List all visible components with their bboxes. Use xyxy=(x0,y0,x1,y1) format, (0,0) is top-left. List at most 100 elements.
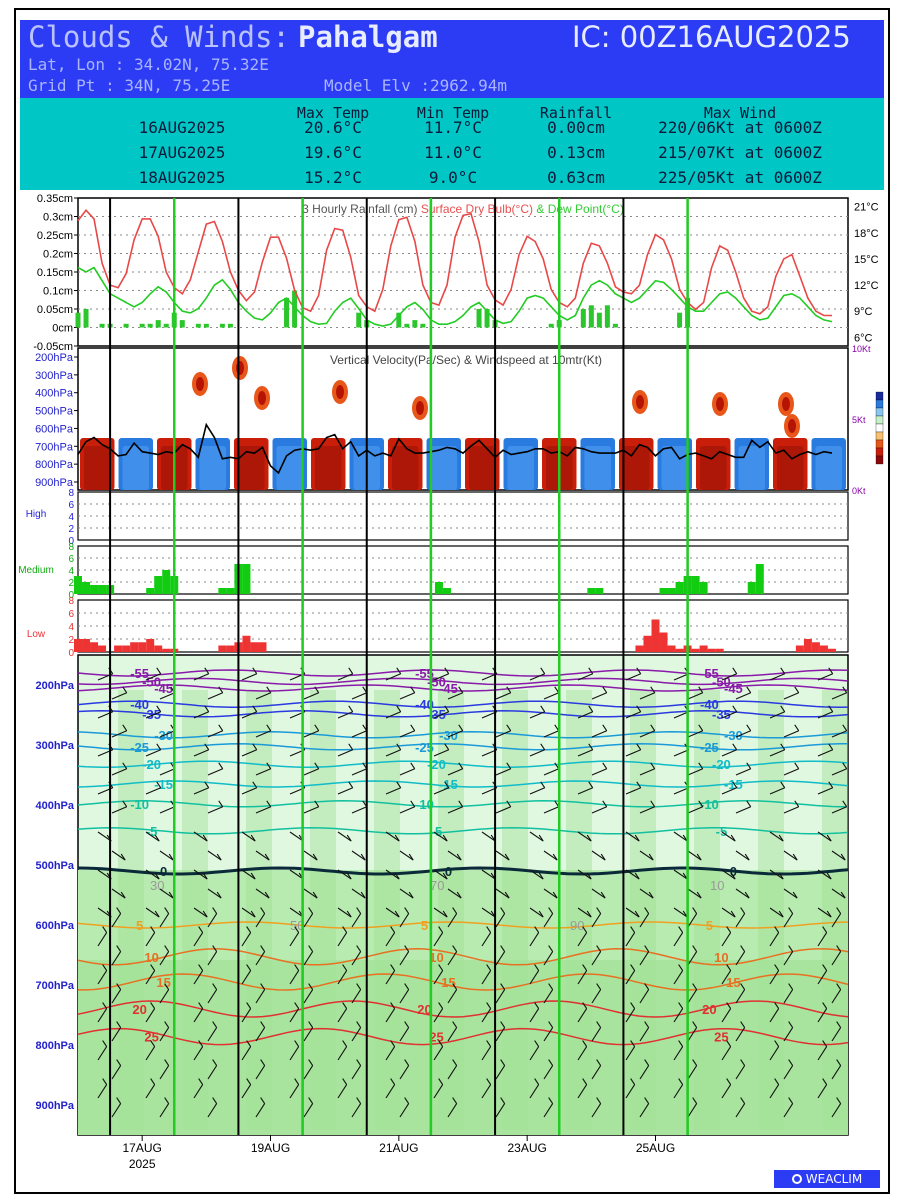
wind-barb-flag xyxy=(294,1002,300,1009)
low-cloud-bar xyxy=(74,639,82,652)
wind-barb xyxy=(207,1103,218,1118)
wind-barb-flag xyxy=(842,724,848,732)
low-cloud-bar xyxy=(250,642,259,652)
wind-barb-flag xyxy=(746,800,752,808)
wind-barb-flag xyxy=(438,1002,444,1009)
wind-barb xyxy=(303,951,314,966)
wind-barb-flag xyxy=(780,667,786,675)
wind-barb xyxy=(97,907,112,918)
medium-cloud-bar xyxy=(659,588,668,594)
cell-core xyxy=(276,446,303,490)
wind-barb-flag xyxy=(218,800,224,808)
time-axis: 17AUG 19AUG 21AUG 23AUG 25AUG 2025 xyxy=(122,1135,675,1171)
medium-cloud-bar xyxy=(747,582,756,594)
wind-barb xyxy=(495,989,506,1004)
cloud-axis-label: 6 xyxy=(68,500,74,511)
wind-barb xyxy=(817,1008,828,1023)
humidity-label: 70 xyxy=(430,878,444,893)
wind-barb xyxy=(241,970,252,985)
wind-barb xyxy=(543,806,559,814)
wind-barb-flag xyxy=(746,762,752,770)
wind-barb-flag xyxy=(602,800,608,808)
wind-barb-flag xyxy=(692,1097,698,1104)
wind-barb-flag xyxy=(586,834,592,842)
wind-barb-flag xyxy=(266,800,272,808)
wind-barb-flag xyxy=(202,910,208,918)
wind-barb-flag xyxy=(356,983,362,990)
wind-barb-flag xyxy=(582,1040,588,1047)
wind-barb-flag xyxy=(732,667,738,675)
isotherm-line xyxy=(77,948,849,966)
wind-barb xyxy=(577,1084,588,1099)
wind-barb-flag xyxy=(636,743,642,751)
wind-barb xyxy=(447,1027,458,1042)
rain-axis-label: 0.05cm xyxy=(37,304,73,316)
grid-point-label: Grid Pt : 34N, 75.25E xyxy=(28,76,231,95)
wind-barb-flag xyxy=(312,853,318,861)
wind-barb xyxy=(735,1065,746,1080)
wind-barb xyxy=(399,1065,410,1080)
wind-barb-flag xyxy=(732,743,738,751)
wind-barb xyxy=(673,787,689,795)
wind-barb xyxy=(769,711,785,719)
wind-barb-flag xyxy=(588,743,594,751)
wind-barb xyxy=(529,787,545,795)
wind-barb xyxy=(625,787,641,795)
wind-barb-flag xyxy=(778,872,784,880)
wind-barb xyxy=(111,951,122,966)
wind-barb xyxy=(783,806,799,814)
wind-barb-flag xyxy=(458,724,464,732)
wind-barb-flag xyxy=(154,834,160,842)
wind-barb-flag xyxy=(252,667,258,675)
wind-barb-flag xyxy=(602,686,608,694)
wind-barb-flag xyxy=(538,834,544,842)
wind-barb-flag xyxy=(266,762,272,770)
wind-barb-flag xyxy=(636,667,642,675)
isotherm-label: -45 xyxy=(724,681,743,696)
wind-barb xyxy=(337,749,353,757)
isotherm-label: 5 xyxy=(706,918,713,933)
wind-barb xyxy=(351,913,362,928)
cell-core xyxy=(507,446,534,490)
wind-barb xyxy=(145,1008,156,1023)
wind-barb xyxy=(529,869,544,880)
wind-barb-flag xyxy=(548,1021,554,1028)
rain-bar xyxy=(404,323,410,328)
cell-core xyxy=(584,446,611,490)
wind-barb-flag xyxy=(500,1059,506,1066)
wind-barb xyxy=(385,1084,396,1099)
wind-barb xyxy=(591,850,606,861)
wind-barb xyxy=(673,907,688,918)
wind-barb-flag xyxy=(698,800,704,808)
low-cloud-bar xyxy=(138,642,147,652)
wind-barb-flag xyxy=(394,834,400,842)
wind-barb-flag xyxy=(644,1059,650,1066)
isotherm-label: 15 xyxy=(156,975,170,990)
low-cloud-bar xyxy=(130,642,139,652)
wind-barb xyxy=(769,932,780,947)
wind-barb xyxy=(769,869,784,880)
wind-barb-flag xyxy=(442,872,448,880)
wind-barb xyxy=(447,768,463,776)
wind-barb xyxy=(625,831,640,842)
wind-barb-flag xyxy=(260,945,266,952)
wind-barb xyxy=(255,1027,266,1042)
rain-bar xyxy=(476,309,482,328)
wind-barb xyxy=(303,1103,314,1118)
isotherm-label: 10 xyxy=(144,950,158,965)
wind-barb xyxy=(255,1065,266,1080)
cloud-panel-label: Medium xyxy=(18,565,54,576)
wind-barb-flag xyxy=(356,1021,362,1028)
dew-point-line xyxy=(77,266,833,327)
wind-barb xyxy=(207,730,223,738)
wind-barb-flag xyxy=(342,1040,348,1047)
wind-barb xyxy=(337,673,353,681)
wind-barb xyxy=(433,1046,444,1061)
rain-bar xyxy=(604,305,610,328)
isotherm-label: 5 xyxy=(136,918,143,933)
wind-barb-flag xyxy=(156,781,162,789)
wind-barb xyxy=(639,888,654,899)
wind-barb-flag xyxy=(150,1078,156,1085)
wind-barb-flag xyxy=(746,724,752,732)
